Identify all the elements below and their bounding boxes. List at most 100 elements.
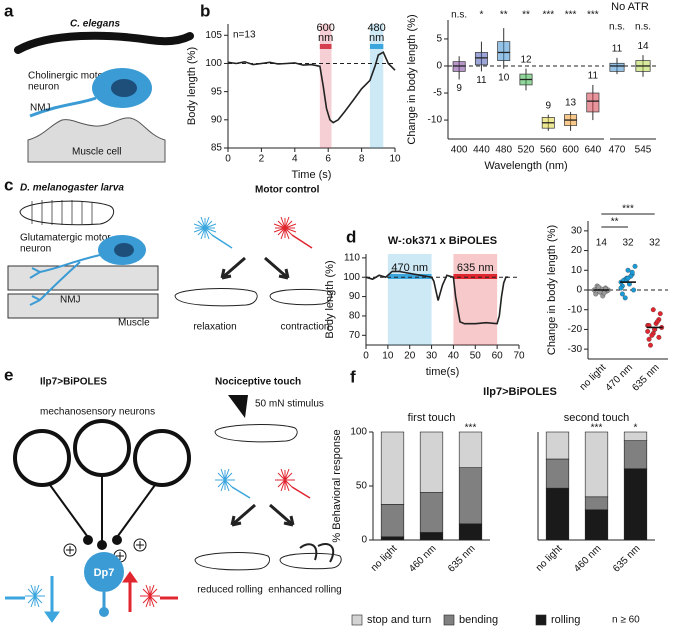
axon [29,96,97,118]
x-tick-label: 460 nm [572,543,603,574]
y-tick-label: -10 [428,115,443,126]
y-tick-label: 70 [349,330,361,341]
y-tick-label: 0 [361,535,367,546]
point [650,307,656,313]
chart-title: Ilp7>BiPOLES [483,386,557,398]
bar-segment [545,458,570,489]
significance: *** [542,10,554,21]
probe [228,395,248,418]
red-light [275,468,311,499]
y-tick-label: -30 [568,344,583,355]
bar-segment [545,431,570,460]
stimulus-label: 600 [317,22,335,34]
diagram-c: D. melanogaster larva Glutamatergic moto… [7,183,333,333]
bracket-label: *** [622,204,634,215]
chart-title: No ATR [611,1,649,13]
y-tick-label: 90 [349,291,361,302]
bar-segment [419,532,444,541]
bar-segment [545,487,570,541]
y-tick-label: 80 [349,311,361,322]
legend-swatch [351,614,363,626]
blue-light [193,216,233,249]
y-tick-label: 0 [436,61,442,72]
x-tick-label: 6 [325,154,331,165]
x-tick-label: 50 [470,351,482,362]
stimulus-bar [453,274,498,279]
bar-segment [458,523,483,541]
significance: n.s. [609,22,625,33]
muscle-label: Muscle [118,318,150,329]
chart-subtitle: second touch [564,412,629,424]
dp7 [84,552,124,592]
legend-label: stop and turn [367,614,431,626]
n-label: 12 [520,54,532,65]
y-tick-label: 100 [343,272,360,283]
terminal [99,607,109,617]
panel-label: a [4,1,14,20]
x-tick-label: 30 [426,351,438,362]
x-tick-label: 2 [259,154,265,165]
significance: *** [565,10,577,21]
y-tick-label: 5 [436,34,442,45]
point [618,285,624,291]
larva [214,424,298,443]
x-tick-label: 635 nm [630,362,661,393]
line [365,270,509,325]
n-label: 11 [612,44,623,55]
legend-label: bending [459,614,498,626]
muscle [7,265,159,291]
point [622,295,628,301]
point [657,311,663,317]
x-tick-label: 640 [585,145,602,156]
panel-label: c [4,175,13,194]
chart-subtitle: first touch [408,412,456,424]
nmj-label: NMJ [30,103,51,114]
stimulus-bar [387,274,432,279]
point [656,334,662,340]
nucleus [114,243,134,257]
larva [269,288,333,306]
x-tick-label: 460 nm [407,543,438,574]
point [625,275,631,281]
x-tick-label: 470 nm [604,362,635,393]
point [655,319,660,324]
line [227,51,396,124]
larva [174,288,258,307]
y-tick-label: -5 [433,88,442,99]
point [631,287,637,293]
point [619,291,625,297]
larva [19,200,115,226]
y-axis-label: Change in body length (%) [406,14,418,144]
bar-segment [380,536,405,541]
diagram-a: C. elegans Cholinergic motor neuron NMJ … [14,19,194,163]
point [632,263,638,269]
bar-segment [623,468,648,541]
blue-light [215,468,251,499]
muscle [7,293,159,319]
synapses [83,535,122,550]
y-tick-label: 85 [211,143,223,154]
stimulus-label: 480 [367,22,385,34]
y-tick-label: -20 [568,324,583,335]
box [609,62,625,72]
stimulus-region [453,254,498,345]
y-tick-label: 90 [211,114,223,125]
larva [279,552,342,570]
larva [194,552,271,571]
n-label: 32 [649,238,661,249]
y-axis-label: Change in body length (%) [546,225,558,355]
x-tick-label: 560 [540,145,557,156]
diagram-title: Ilp7>BiPOLES [40,377,107,388]
point [629,269,635,275]
dp7-label: Dp7 [94,567,115,579]
y-tick-label: 100 [205,58,222,69]
point [645,328,651,334]
n-label: 14 [596,238,608,249]
x-tick-label: 480 [495,145,512,156]
x-tick-label: 470 [609,145,626,156]
x-axis-label: time(s) [426,366,460,378]
x-tick-label: 0 [363,351,369,362]
stimulus-region [319,24,332,148]
significance: *** [587,10,599,21]
